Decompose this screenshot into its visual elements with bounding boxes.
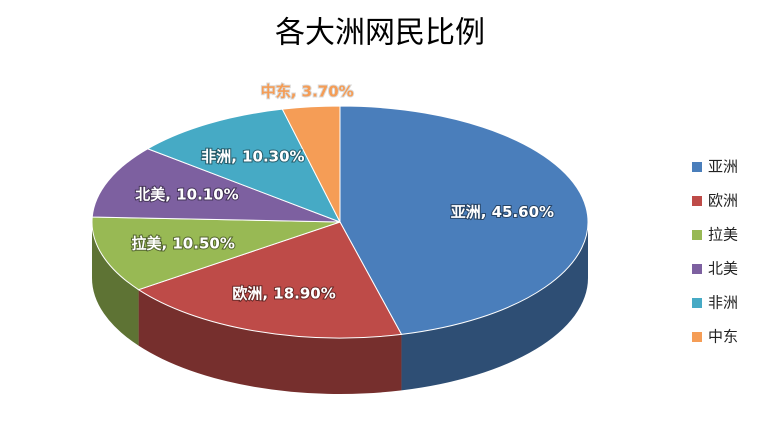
data-label: 北美, 10.10% xyxy=(135,185,238,203)
legend-label: 亚洲 xyxy=(708,158,738,176)
pie-side xyxy=(138,289,402,394)
pie-side xyxy=(92,222,139,346)
data-label: 非洲, 10.30% xyxy=(201,148,304,166)
legend-label: 北美 xyxy=(708,260,738,278)
pie-side xyxy=(401,222,588,391)
legend-label: 中东 xyxy=(708,328,738,346)
legend-swatch xyxy=(692,332,702,342)
legend-label: 拉美 xyxy=(708,226,738,244)
legend-swatch xyxy=(692,230,702,240)
legend-label: 非洲 xyxy=(708,294,738,312)
pie-slice xyxy=(339,105,589,335)
data-label: 中东, 3.70% xyxy=(261,82,354,100)
pie-slice xyxy=(146,108,342,223)
pie-slice xyxy=(91,216,341,291)
data-label: 亚洲, 45.60% xyxy=(451,203,554,221)
chart-title: 各大洲网民比例 xyxy=(275,16,485,51)
legend-swatch xyxy=(692,264,702,274)
legend-swatch xyxy=(692,298,702,308)
legend-swatch xyxy=(692,196,702,206)
data-label: 拉美, 10.50% xyxy=(131,234,234,252)
legend-label: 欧洲 xyxy=(708,192,738,210)
pie-slice xyxy=(91,148,341,223)
data-label: 欧洲, 18.90% xyxy=(232,284,335,302)
pie-slice xyxy=(281,105,341,223)
pie-slice xyxy=(137,221,403,339)
legend-swatch xyxy=(692,162,702,172)
